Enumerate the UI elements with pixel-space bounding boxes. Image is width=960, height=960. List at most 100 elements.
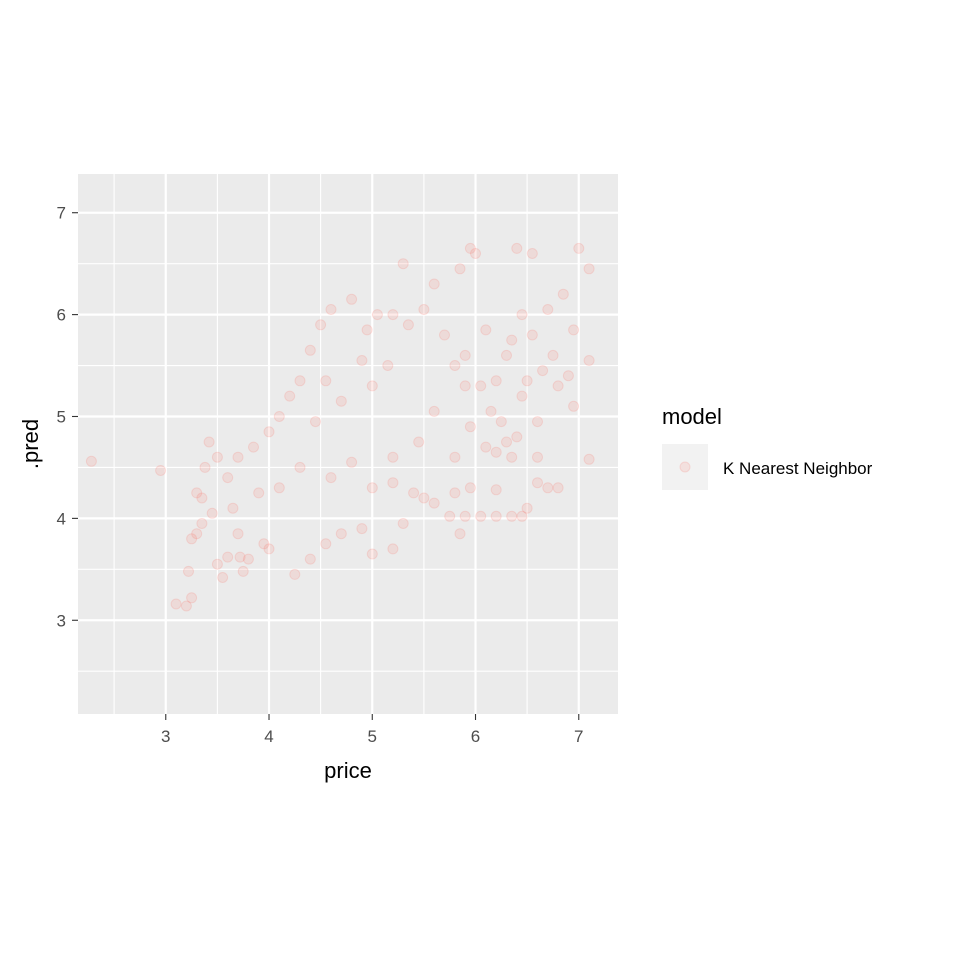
data-point bbox=[232, 451, 244, 463]
data-point bbox=[516, 510, 528, 522]
data-point bbox=[320, 375, 332, 387]
major-grid bbox=[78, 174, 618, 714]
legend-key-point bbox=[679, 461, 691, 473]
data-point bbox=[516, 390, 528, 402]
data-point bbox=[506, 334, 518, 346]
x-axis: 3 4 5 6 7 bbox=[161, 714, 583, 746]
data-point bbox=[521, 375, 533, 387]
y-tick-label: 6 bbox=[57, 306, 66, 325]
data-point bbox=[183, 565, 194, 577]
y-axis: 3 4 5 6 7 bbox=[57, 204, 78, 630]
data-point bbox=[526, 248, 538, 259]
data-point bbox=[335, 395, 347, 407]
data-point bbox=[397, 518, 409, 529]
y-tick-label: 5 bbox=[57, 407, 66, 426]
data-point bbox=[526, 329, 538, 341]
x-tick-label: 4 bbox=[264, 727, 273, 746]
data-point bbox=[294, 375, 306, 387]
data-point bbox=[459, 380, 471, 392]
data-point bbox=[366, 482, 378, 494]
data-point bbox=[315, 319, 327, 331]
x-tick-label: 5 bbox=[368, 727, 377, 746]
data-point bbox=[232, 528, 244, 540]
data-point bbox=[552, 482, 564, 494]
data-point bbox=[203, 436, 215, 448]
data-point bbox=[490, 375, 502, 387]
legend-key-background bbox=[662, 444, 708, 490]
data-point bbox=[263, 426, 275, 438]
legend-title: model bbox=[662, 404, 722, 429]
data-point bbox=[506, 510, 518, 522]
data-point bbox=[449, 360, 461, 371]
data-point bbox=[170, 598, 182, 610]
data-point bbox=[449, 487, 461, 499]
data-point bbox=[335, 528, 347, 540]
data-point bbox=[516, 309, 528, 321]
data-point bbox=[346, 293, 358, 305]
data-point bbox=[542, 482, 554, 494]
data-point bbox=[475, 510, 487, 522]
data-point bbox=[366, 548, 378, 560]
x-axis-title: price bbox=[324, 758, 372, 783]
data-point bbox=[320, 538, 332, 550]
data-point bbox=[583, 453, 595, 465]
data-point bbox=[191, 528, 203, 540]
data-point bbox=[480, 324, 492, 336]
data-point bbox=[196, 492, 208, 504]
data-point bbox=[222, 551, 234, 563]
data-point bbox=[428, 497, 440, 509]
data-point bbox=[346, 456, 358, 468]
data-point bbox=[568, 324, 580, 336]
data-point bbox=[253, 487, 265, 499]
x-tick-label: 7 bbox=[574, 727, 583, 746]
data-point bbox=[248, 441, 259, 453]
data-point bbox=[263, 543, 275, 555]
data-point bbox=[532, 477, 543, 489]
data-point bbox=[464, 242, 476, 254]
data-point bbox=[294, 461, 306, 473]
x-tick-label: 6 bbox=[471, 727, 480, 746]
data-point bbox=[470, 248, 481, 259]
data-point bbox=[511, 242, 523, 254]
data-point bbox=[418, 492, 430, 504]
data-point bbox=[180, 600, 192, 612]
data-point bbox=[490, 484, 502, 496]
data-point bbox=[573, 242, 585, 254]
data-point bbox=[418, 304, 430, 315]
data-point bbox=[542, 304, 554, 315]
data-point bbox=[568, 400, 580, 412]
data-point bbox=[186, 592, 198, 604]
data-point bbox=[237, 565, 249, 577]
data-point bbox=[428, 278, 440, 290]
data-point bbox=[511, 431, 523, 443]
data-point bbox=[583, 355, 595, 366]
data-point bbox=[387, 451, 399, 463]
legend-series-label: K Nearest Neighbor bbox=[723, 459, 873, 478]
data-point bbox=[454, 528, 466, 540]
data-point bbox=[211, 451, 223, 463]
data-point bbox=[217, 572, 229, 583]
data-point bbox=[273, 482, 285, 494]
points-layer bbox=[85, 242, 595, 612]
data-point bbox=[206, 507, 218, 519]
data-point bbox=[506, 451, 518, 463]
data-point bbox=[464, 482, 476, 494]
data-point bbox=[371, 309, 383, 321]
data-point bbox=[258, 538, 270, 550]
data-point bbox=[387, 543, 399, 555]
y-tick-label: 3 bbox=[57, 611, 66, 630]
data-point bbox=[186, 533, 198, 545]
data-point bbox=[222, 472, 234, 484]
data-point bbox=[521, 502, 533, 514]
data-point bbox=[227, 502, 239, 514]
data-point bbox=[475, 380, 487, 392]
data-point bbox=[366, 380, 378, 392]
data-point bbox=[196, 518, 208, 529]
data-point bbox=[547, 349, 559, 361]
data-point bbox=[480, 441, 492, 453]
data-point bbox=[361, 324, 373, 336]
data-point bbox=[532, 451, 543, 463]
data-point bbox=[199, 461, 211, 473]
data-point bbox=[155, 465, 167, 476]
